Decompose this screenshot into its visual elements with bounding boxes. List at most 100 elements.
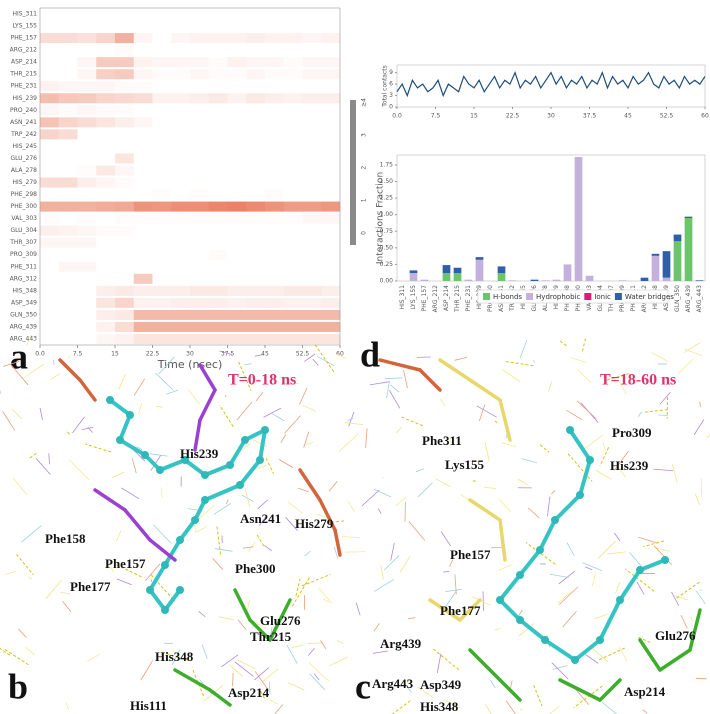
residue-label: Phe157 (450, 547, 491, 562)
heat-cell (171, 333, 191, 344)
bond (445, 435, 455, 446)
h-bond (314, 343, 335, 373)
h-bond (559, 340, 567, 347)
heat-cell (96, 189, 116, 200)
heat-cell (190, 141, 210, 152)
bond (693, 419, 705, 436)
bond (241, 442, 251, 451)
row-label: ASP_214 (11, 59, 37, 66)
heat-cell (133, 321, 153, 332)
heat-cell (302, 285, 322, 296)
residue-stick (498, 678, 522, 702)
bond (225, 499, 229, 505)
heat-cell (40, 189, 60, 200)
ligand-atom (181, 456, 189, 464)
legend-label: Water bridges (625, 293, 674, 301)
heat-cell (77, 21, 97, 32)
heat-cell (58, 9, 78, 20)
row-label: HIS_279 (12, 179, 37, 186)
heat-cell (152, 69, 172, 80)
bond (322, 598, 330, 603)
heat-cell (246, 141, 266, 152)
h-bond (265, 458, 275, 474)
y-axis-label: Interactions Fraction (376, 172, 386, 264)
bar-segment (497, 266, 506, 274)
bond (269, 699, 279, 705)
heat-cell (58, 213, 78, 224)
heat-cell (302, 57, 322, 68)
heat-cell (321, 225, 341, 236)
heat-cell (265, 201, 285, 212)
heat-cell (283, 249, 303, 260)
bond (505, 700, 516, 714)
heat-cell (152, 57, 172, 68)
bond (489, 679, 496, 689)
bond (478, 404, 486, 422)
heat-cell (58, 21, 78, 32)
heat-cell (96, 309, 116, 320)
bond (137, 403, 143, 415)
bar-segment (651, 253, 660, 256)
heat-cell (152, 321, 172, 332)
ligand-bond (159, 458, 186, 472)
heat-cell (171, 237, 191, 248)
heat-cell (283, 93, 303, 104)
heat-cell (246, 273, 266, 284)
bond (439, 398, 446, 407)
bond (45, 580, 62, 600)
x-tick-label: ARG_439 (685, 285, 692, 313)
heat-cell (246, 249, 266, 260)
ligand-bond (178, 518, 197, 542)
heat-cell (133, 285, 153, 296)
bond (549, 706, 560, 714)
ligand-atom (516, 616, 524, 624)
heat-cell (208, 129, 228, 140)
bond (417, 482, 433, 498)
residue-label: His239 (610, 458, 649, 473)
bond (575, 689, 590, 705)
heat-cell (190, 93, 210, 104)
h-bond (567, 453, 593, 482)
h-bond (400, 416, 424, 427)
heat-cell (133, 333, 153, 344)
bar-segment (673, 234, 682, 242)
bond (268, 681, 271, 695)
heat-cell (302, 213, 322, 224)
bond (196, 526, 208, 533)
bond (304, 353, 316, 362)
heat-cell (283, 9, 303, 20)
heat-cell (115, 141, 135, 152)
heat-cell (77, 213, 97, 224)
bond (399, 555, 411, 573)
bond (150, 455, 162, 471)
bond (347, 417, 354, 422)
heat-cell (133, 201, 153, 212)
heat-cell (265, 309, 285, 320)
heat-cell (77, 297, 97, 308)
heat-cell (58, 189, 78, 200)
residue-label: Phe177 (70, 579, 111, 594)
bar-segment (574, 156, 583, 281)
panel-label: b (8, 666, 28, 706)
heat-cell (115, 237, 135, 248)
x-tick-label: ARG_443 (696, 285, 703, 313)
ligand-atom (586, 456, 594, 464)
x-tick-label: 37.5 (221, 351, 235, 358)
heat-cell (96, 201, 116, 212)
bond (443, 570, 450, 573)
row-label: HIS_239 (12, 95, 37, 102)
heat-cell (171, 309, 191, 320)
row-label: ARG_439 (10, 323, 38, 330)
heat-cell (40, 129, 60, 140)
bond (549, 573, 569, 578)
heat-cell (227, 105, 247, 116)
heat-cell (77, 333, 97, 344)
bond (383, 555, 400, 571)
heat-cell (265, 57, 285, 68)
y-tick-label: 0.25 (380, 261, 394, 268)
heat-cell (265, 333, 285, 344)
x-tick-label: 60 (336, 351, 344, 358)
residue-stick (208, 688, 232, 707)
heat-cell (77, 261, 97, 272)
ligand-bond (578, 459, 592, 496)
